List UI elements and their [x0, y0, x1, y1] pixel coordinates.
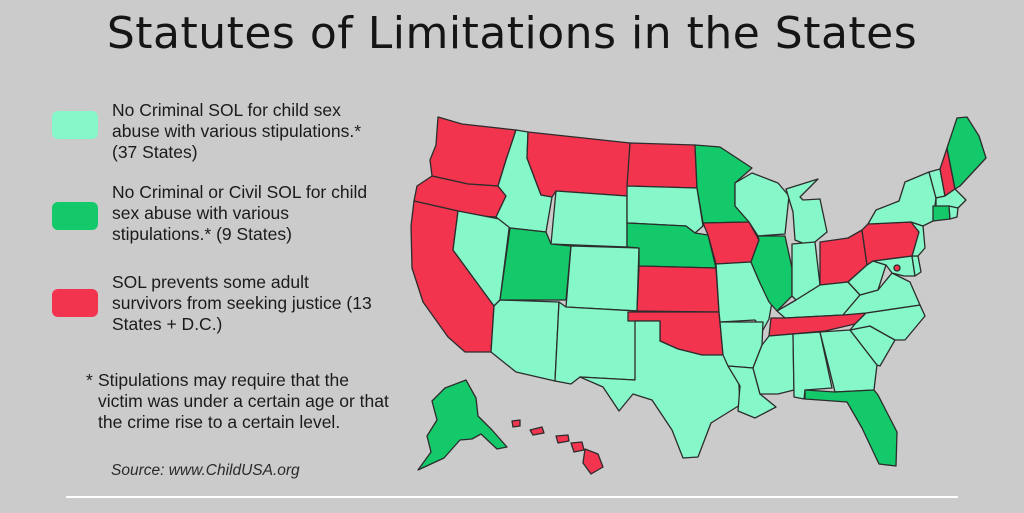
state-hawaii-kauai — [511, 419, 521, 428]
state-connecticut — [932, 205, 951, 222]
state-arizona — [490, 299, 560, 382]
state-hawaii-molokai — [555, 434, 570, 444]
state-new-jersey — [910, 221, 926, 257]
state-michigan — [785, 178, 828, 247]
state-nebraska — [626, 222, 717, 269]
footnote: * Stipulations may require that the vict… — [86, 370, 398, 433]
legend-label-no-criminal-or-civil-sol: No Criminal or Civil SOL for child sex a… — [112, 182, 368, 244]
state-maine — [946, 116, 987, 190]
state-colorado — [565, 245, 640, 312]
legend-swatch-sol-prevents — [52, 289, 98, 317]
footnote-marker: * — [86, 370, 93, 390]
state-hawaii-oahu — [529, 426, 545, 436]
state-georgia — [819, 329, 878, 393]
page-title: Statutes of Limitations in the States — [106, 8, 918, 59]
state-north-dakota — [626, 142, 698, 189]
state-florida — [804, 389, 898, 467]
legend-swatch-no-criminal-sol — [52, 111, 98, 139]
legend-swatch-no-criminal-or-civil-sol — [52, 202, 98, 230]
legend-label-sol-prevents: SOL prevents some adult survivors from s… — [112, 272, 372, 334]
footnote-text: Stipulations may require that the victim… — [98, 370, 389, 432]
bottom-divider — [66, 496, 958, 498]
state-illinois — [750, 235, 793, 312]
source-citation: Source: www.ChildUSA.org — [111, 462, 300, 479]
state-district-of-columbia — [893, 264, 901, 272]
state-new-york — [867, 171, 937, 227]
legend-label-no-criminal-sol: No Criminal SOL for child sex abuse with… — [112, 100, 362, 162]
state-hawaii-big-island — [582, 448, 604, 475]
state-wisconsin — [734, 172, 790, 237]
state-texas — [579, 320, 741, 459]
state-hawaii-maui — [570, 441, 585, 453]
state-montana — [526, 131, 631, 198]
state-rhode-island — [948, 205, 959, 220]
state-alaska — [417, 379, 508, 471]
state-wyoming — [550, 190, 628, 248]
state-kansas — [636, 265, 720, 313]
state-new-mexico — [554, 301, 638, 385]
